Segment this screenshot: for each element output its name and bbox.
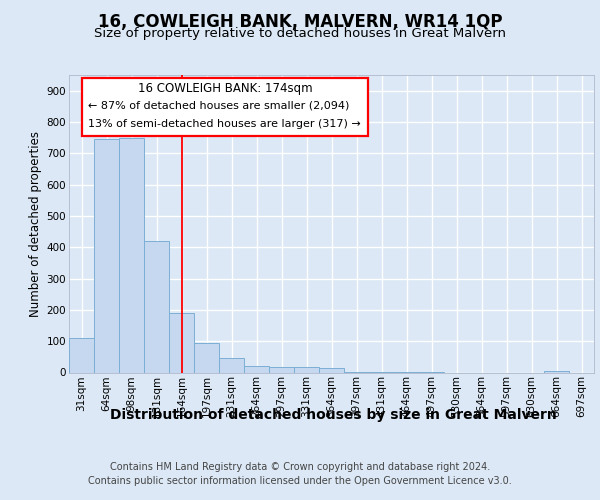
Text: Size of property relative to detached houses in Great Malvern: Size of property relative to detached ho…: [94, 26, 506, 40]
Bar: [219, 358, 244, 372]
Text: Distribution of detached houses by size in Great Malvern: Distribution of detached houses by size …: [110, 408, 556, 422]
Bar: [69, 338, 94, 372]
Text: 16 COWLEIGH BANK: 174sqm: 16 COWLEIGH BANK: 174sqm: [138, 82, 313, 95]
Bar: [244, 366, 269, 372]
Text: Contains public sector information licensed under the Open Government Licence v3: Contains public sector information licen…: [88, 476, 512, 486]
Bar: [269, 367, 294, 372]
Text: 16, COWLEIGH BANK, MALVERN, WR14 1QP: 16, COWLEIGH BANK, MALVERN, WR14 1QP: [98, 12, 502, 30]
Text: Contains HM Land Registry data © Crown copyright and database right 2024.: Contains HM Land Registry data © Crown c…: [110, 462, 490, 472]
Bar: [119, 138, 144, 372]
Bar: [194, 343, 219, 372]
Bar: [319, 368, 344, 372]
Text: 13% of semi-detached houses are larger (317) →: 13% of semi-detached houses are larger (…: [88, 120, 361, 130]
Bar: [544, 371, 569, 372]
FancyBboxPatch shape: [82, 78, 368, 136]
Bar: [94, 139, 119, 372]
Y-axis label: Number of detached properties: Number of detached properties: [29, 130, 43, 317]
Bar: [294, 367, 319, 372]
Bar: [169, 313, 194, 372]
Bar: [144, 241, 169, 372]
Text: ← 87% of detached houses are smaller (2,094): ← 87% of detached houses are smaller (2,…: [88, 101, 350, 111]
